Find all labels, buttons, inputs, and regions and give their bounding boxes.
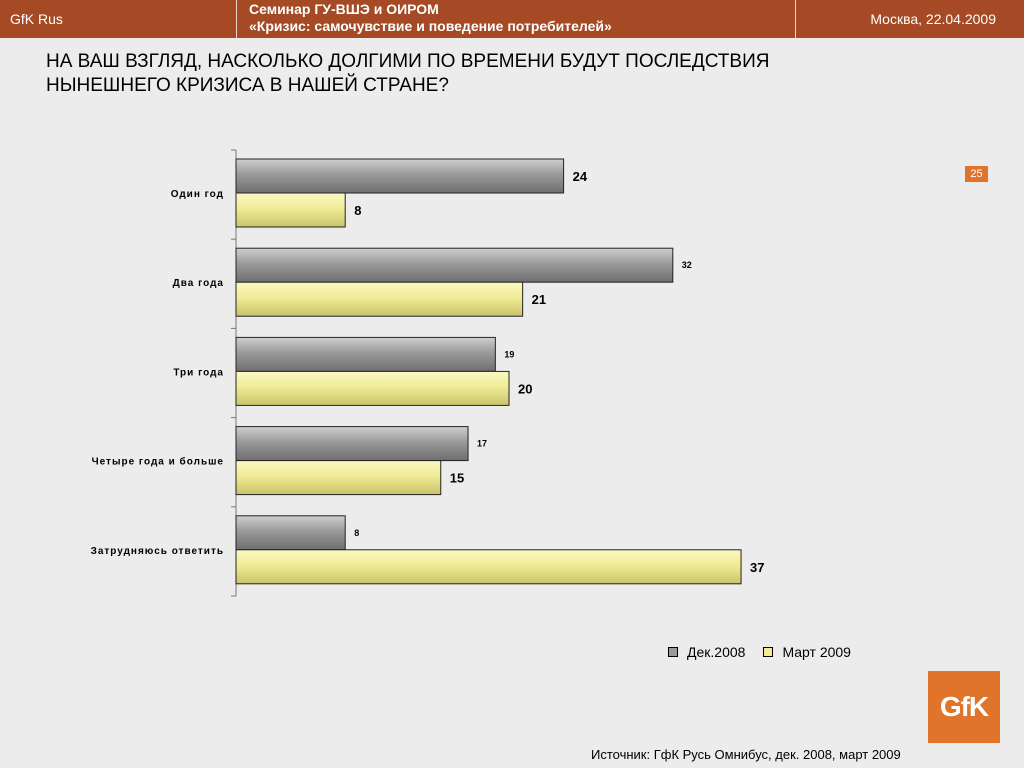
bar-dec2008 — [235, 515, 346, 551]
data-label: 37 — [750, 560, 764, 575]
bar-dec2008 — [235, 158, 565, 194]
category-label: Четыре года и больше — [92, 456, 224, 468]
data-label: 19 — [504, 349, 514, 359]
bar-mar2009 — [235, 460, 442, 496]
bar-dec2008 — [235, 247, 674, 283]
data-label: 20 — [518, 381, 532, 396]
header-divider — [236, 0, 237, 38]
bar-mar2009 — [235, 549, 742, 585]
seminar-title-line2: «Кризис: самочувствие и поведение потреб… — [249, 18, 612, 34]
legend-label: Дек.2008 — [687, 644, 746, 660]
legend-swatch-gray — [668, 647, 678, 657]
header-bar: GfK Rus Семинар ГУ-ВШЭ и ОИРОМ «Кризис: … — [0, 0, 1024, 38]
seminar-title-line1: Семинар ГУ-ВШЭ и ОИРОМ — [249, 1, 439, 17]
bar-mar2009 — [235, 370, 510, 406]
bar-dec2008 — [235, 426, 469, 462]
bar-mar2009 — [235, 281, 524, 317]
data-label: 15 — [450, 471, 464, 486]
source-note: Источник: ГфК Русь Омнибус, дек. 2008, м… — [591, 747, 901, 762]
category-label: Один год — [171, 189, 224, 200]
legend-swatch-yellow — [763, 647, 774, 657]
data-label: 8 — [354, 528, 359, 538]
gfk-logo: GfK — [928, 671, 1000, 743]
data-label: 21 — [532, 292, 546, 307]
page-number: 25 — [965, 166, 988, 182]
legend-item-mar2009: Март 2009 — [763, 644, 851, 660]
bar-dec2008 — [235, 336, 496, 372]
location-date: Москва, 22.04.2009 — [870, 11, 996, 27]
question-title: НА ВАШ ВЗГЛЯД, НАСКОЛЬКО ДОЛГИМИ ПО ВРЕМ… — [46, 51, 770, 96]
legend-label: Март 2009 — [782, 644, 851, 660]
chart-legend: Дек.2008 Март 2009 — [668, 644, 869, 660]
header-divider — [795, 0, 796, 38]
category-label: Два года — [173, 278, 224, 289]
bar-mar2009 — [235, 192, 346, 228]
category-label: Затрудняюсь ответить — [91, 546, 224, 557]
data-label: 24 — [573, 169, 588, 184]
legend-item-dec2008: Дек.2008 — [668, 644, 745, 660]
seminar-title: Семинар ГУ-ВШЭ и ОИРОМ «Кризис: самочувс… — [249, 1, 612, 35]
data-label: 32 — [682, 260, 692, 270]
category-label: Три года — [173, 367, 224, 378]
data-label: 8 — [354, 203, 361, 218]
data-label: 17 — [477, 439, 487, 449]
company-name: GfK Rus — [10, 11, 63, 27]
